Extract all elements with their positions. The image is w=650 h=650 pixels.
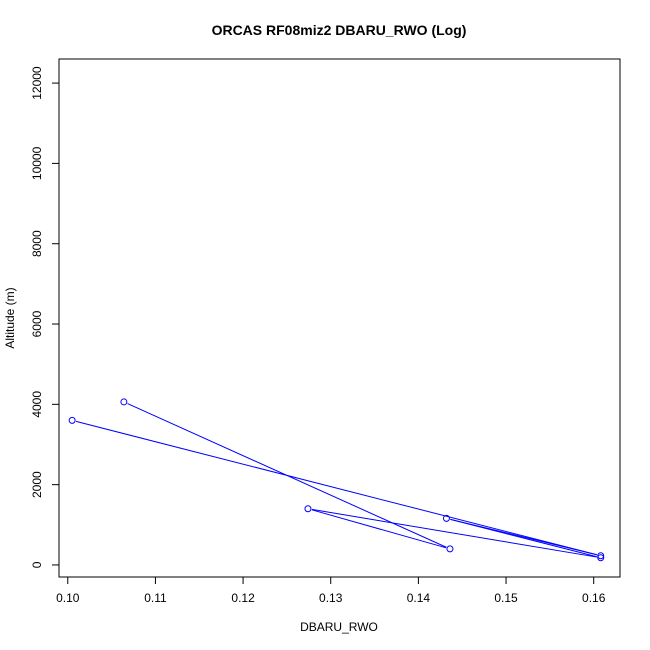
data-point [597,552,605,560]
series-layer [68,398,605,562]
x-axis-label: DBARU_RWO [300,620,378,634]
data-point [68,416,76,424]
x-tick-label: 0.11 [144,591,167,605]
x-tick-label: 0.16 [582,591,606,605]
y-tick-label: 12000 [30,66,44,100]
x-tick-label: 0.14 [407,591,431,605]
data-point [442,514,450,522]
y-tick-label: 2000 [30,471,44,498]
y-axis-label: Altitude (m) [3,287,17,348]
data-point [446,545,454,553]
data-point [597,554,605,562]
y-tick-label: 6000 [30,310,44,337]
x-tick-label: 0.12 [231,591,255,605]
series-segment [311,508,597,558]
data-point [120,398,128,406]
series-segment [75,420,597,556]
y-tick-label: 4000 [30,391,44,418]
x-tick-label: 0.15 [494,591,518,605]
x-tick-label: 0.10 [56,591,80,605]
y-tick-label: 0 [30,561,44,568]
x-axis: 0.10 0.11 0.12 0.13 0.14 0.15 0.16 [56,576,606,605]
chart-title: ORCAS RF08miz2 DBARU_RWO (Log) [212,22,467,38]
y-tick-label: 8000 [30,230,44,257]
data-point [304,505,312,513]
x-tick-label: 0.13 [319,591,343,605]
y-axis: 0 2000 4000 6000 8000 10000 12000 [30,66,60,568]
y-tick-label: 10000 [30,146,44,180]
series-segment [311,509,447,549]
